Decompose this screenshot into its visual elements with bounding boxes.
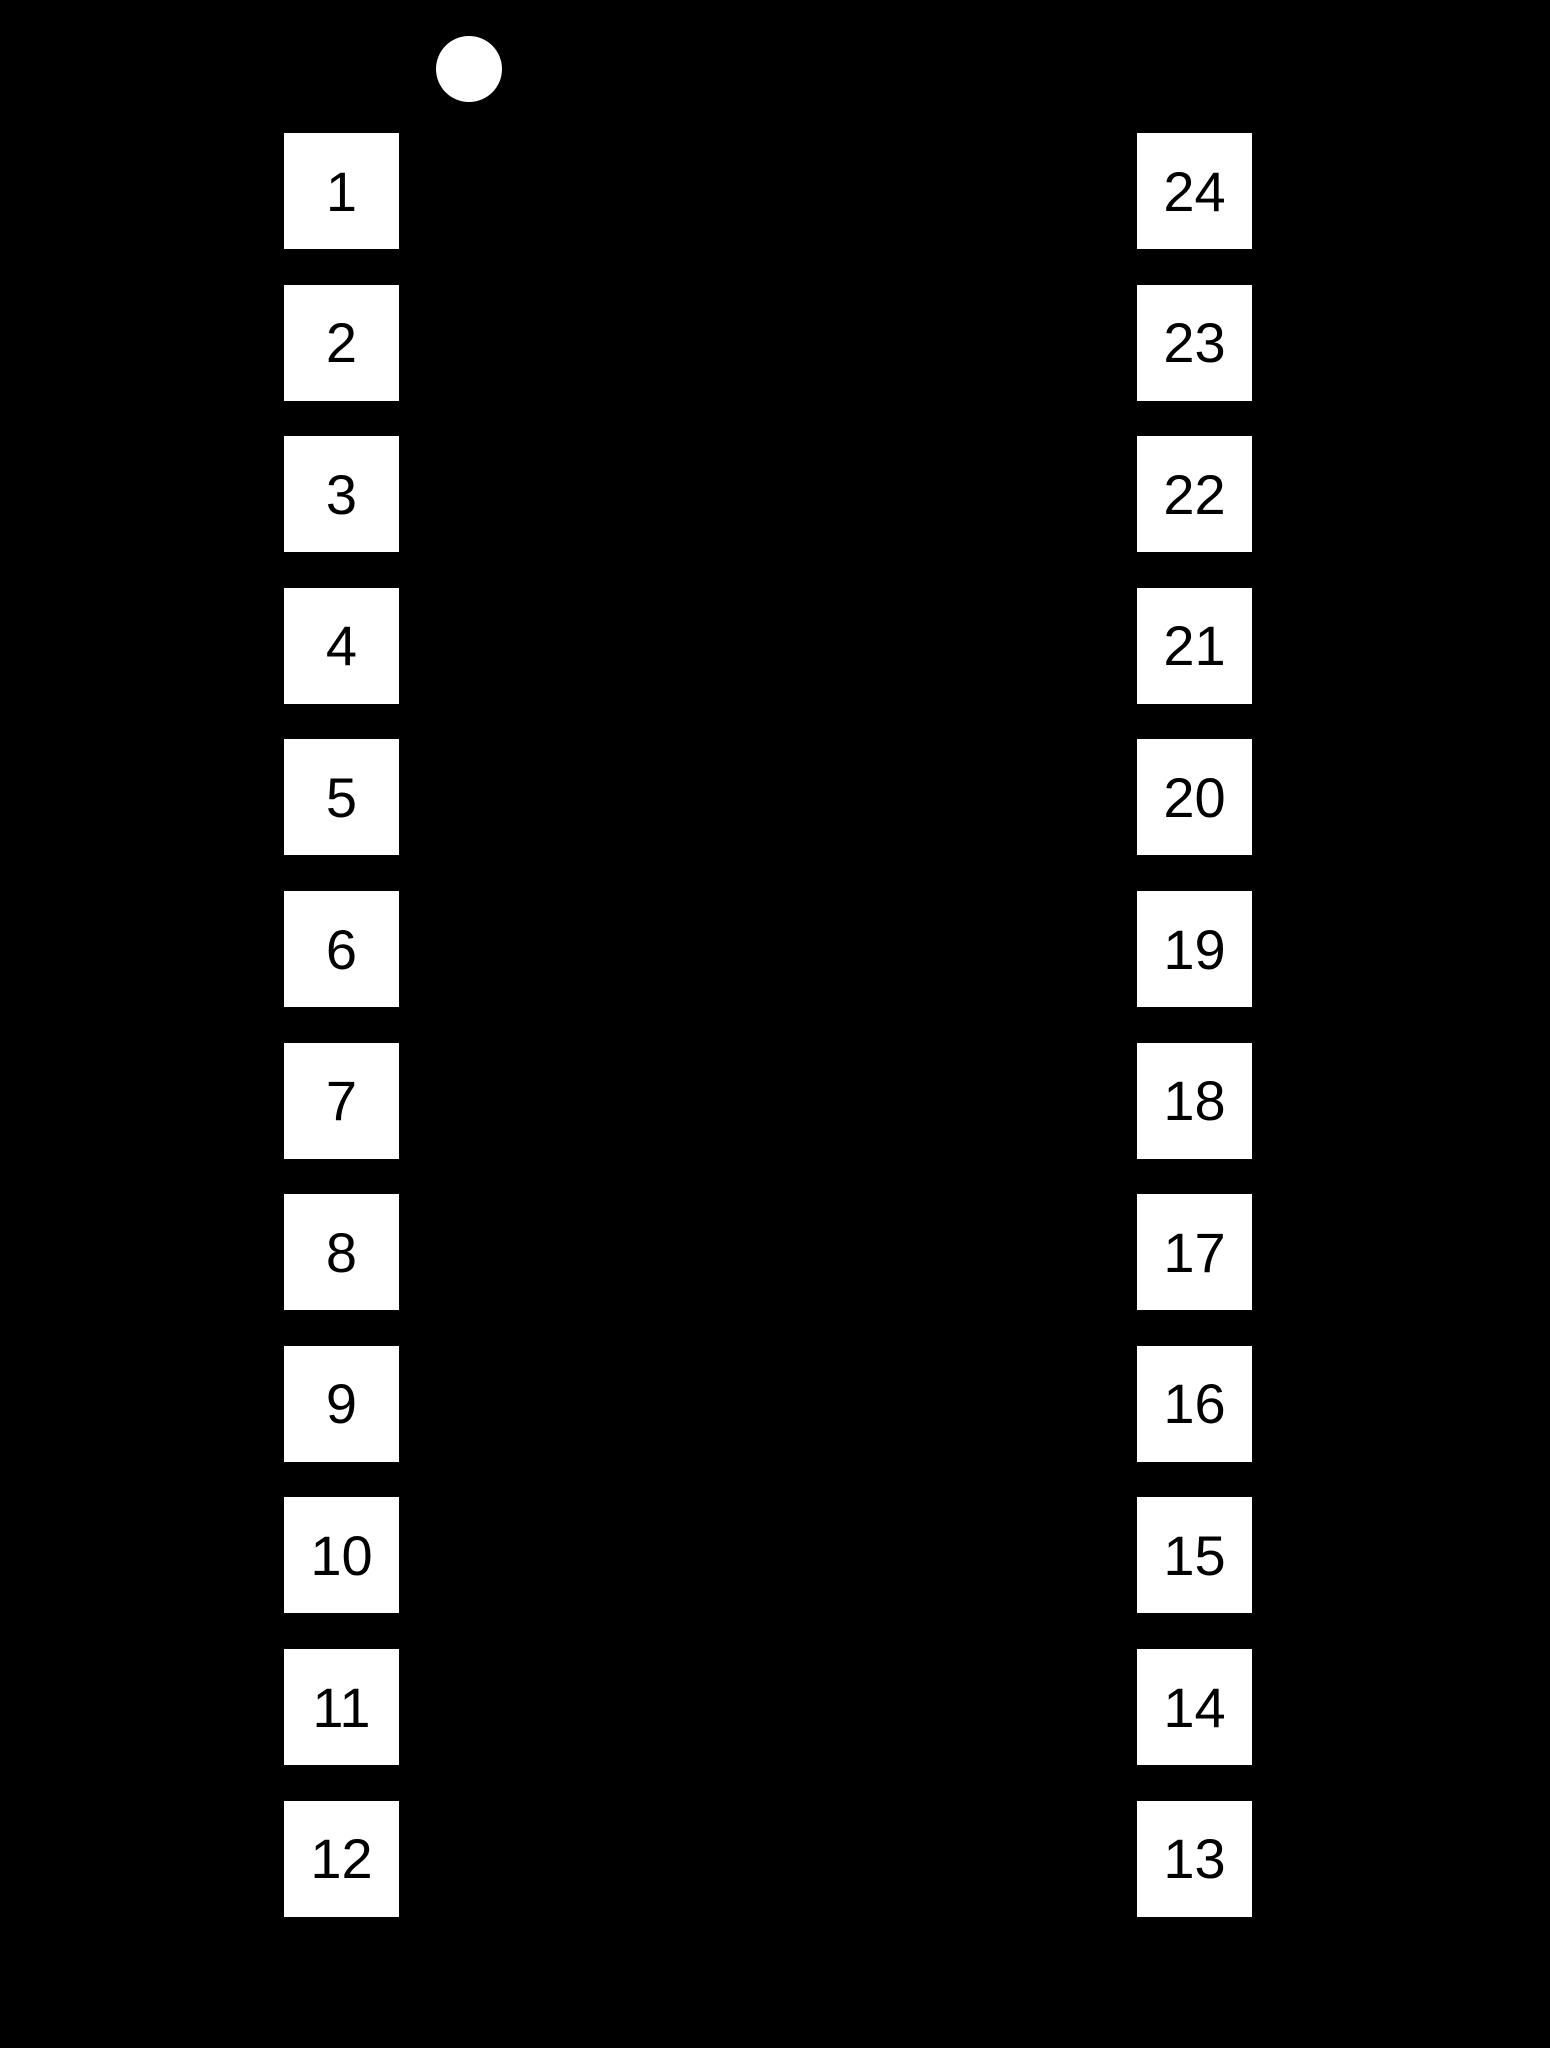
pin-21: 21 [1137, 587, 1252, 704]
pin-11: 11 [284, 1649, 399, 1765]
pin1-marker-dot [436, 36, 502, 102]
pin-1: 1 [284, 133, 399, 249]
pin-9: 9 [284, 1345, 399, 1462]
pin-16: 16 [1137, 1345, 1252, 1462]
pin-20: 20 [1137, 739, 1252, 856]
pin-17: 17 [1137, 1194, 1252, 1311]
pin-14: 14 [1137, 1649, 1252, 1765]
pin-23: 23 [1137, 284, 1252, 401]
pin-12: 12 [284, 1800, 399, 1917]
pin-6: 6 [284, 891, 399, 1007]
pin-5: 5 [284, 739, 399, 856]
pin-19: 19 [1137, 891, 1252, 1007]
pin-3: 3 [284, 436, 399, 553]
pin-8: 8 [284, 1194, 399, 1311]
pin-10: 10 [284, 1497, 399, 1614]
pin-4: 4 [284, 587, 399, 704]
pin-7: 7 [284, 1042, 399, 1159]
pin-22: 22 [1137, 436, 1252, 553]
pin-13: 13 [1137, 1800, 1252, 1917]
pin-18: 18 [1137, 1042, 1252, 1159]
pin-2: 2 [284, 284, 399, 401]
pin-15: 15 [1137, 1497, 1252, 1614]
pin-24: 24 [1137, 133, 1252, 249]
